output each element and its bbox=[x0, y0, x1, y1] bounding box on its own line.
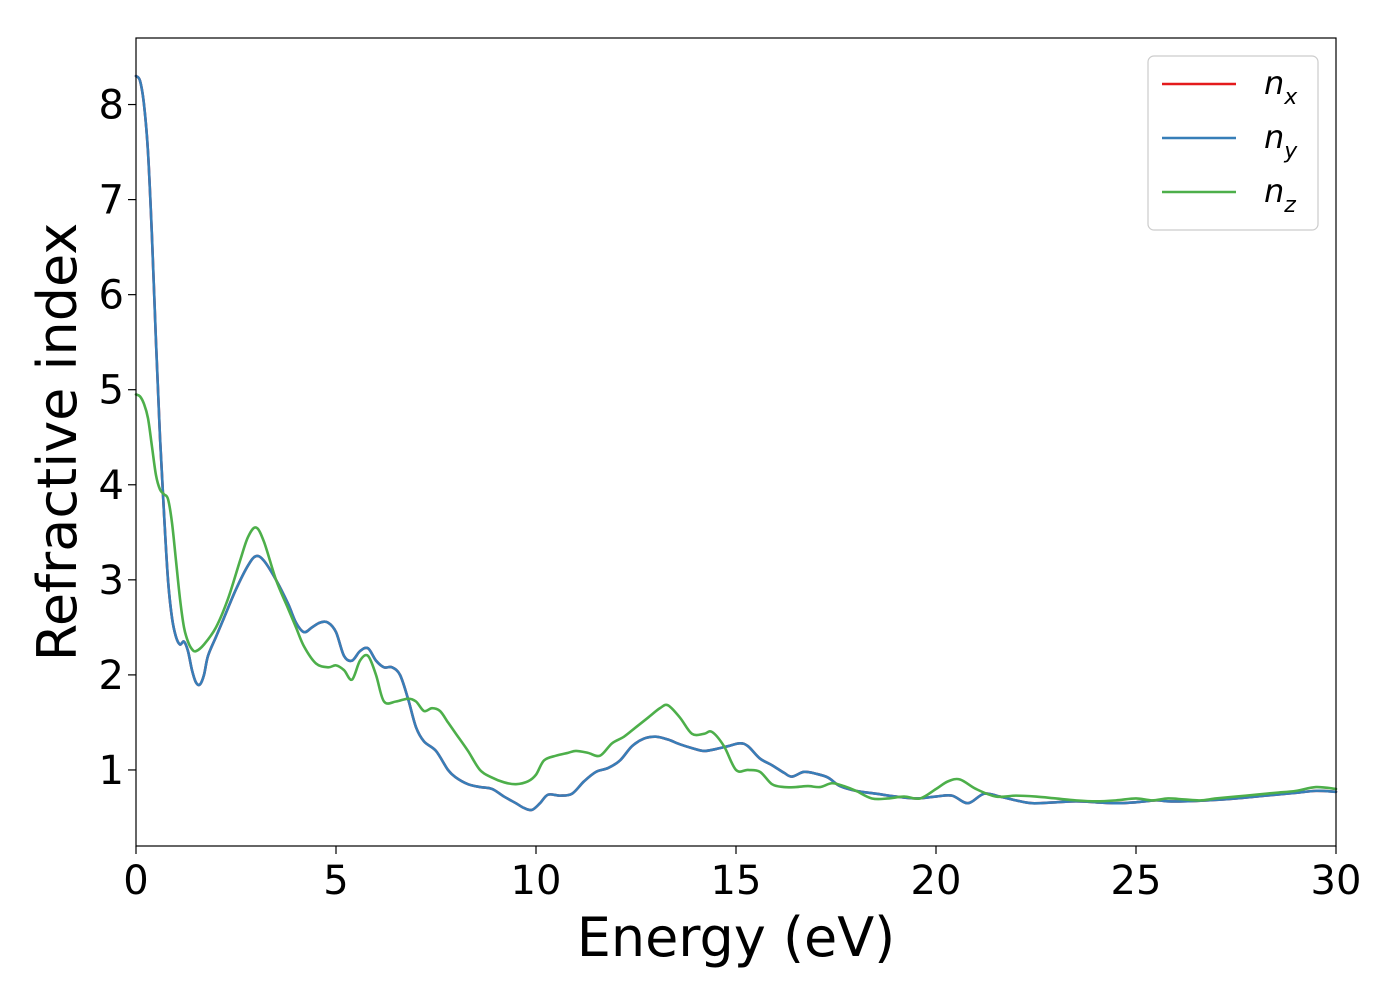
legend-label-y: ny bbox=[1264, 118, 1298, 164]
y-tick-label: 1 bbox=[99, 748, 124, 794]
legend-label-base: n bbox=[1264, 118, 1284, 156]
legend-box bbox=[1147, 55, 1319, 231]
legend-label-subscript: y bbox=[1283, 139, 1298, 164]
legend-label-subscript: z bbox=[1283, 193, 1296, 218]
x-tick-label: 25 bbox=[1111, 858, 1162, 904]
y-tick-label: 2 bbox=[99, 653, 124, 699]
x-tick-label: 30 bbox=[1311, 858, 1362, 904]
x-tick-label: 20 bbox=[911, 858, 962, 904]
legend-label-base: n bbox=[1264, 64, 1284, 102]
x-axis-ticks: 0 5 10 15 20 25 30 bbox=[123, 846, 1361, 904]
y-tick-label: 7 bbox=[99, 178, 124, 224]
y-tick-label: 5 bbox=[99, 368, 124, 414]
series-line-z bbox=[134, 393, 1338, 803]
y-tick-label: 4 bbox=[99, 463, 124, 509]
legend-label-x: nx bbox=[1264, 64, 1298, 110]
y-tick-label: 8 bbox=[99, 83, 124, 129]
legend-label-base: n bbox=[1264, 172, 1284, 210]
y-tick-label: 3 bbox=[99, 558, 124, 604]
legend-label-subscript: x bbox=[1283, 85, 1298, 110]
x-tick-label: 15 bbox=[711, 858, 762, 904]
legend-label-z: nz bbox=[1264, 172, 1296, 218]
series-layer bbox=[134, 74, 1338, 812]
x-tick-label: 5 bbox=[323, 858, 348, 904]
y-axis-label: Refractive index bbox=[26, 223, 89, 662]
x-tick-label: 10 bbox=[511, 858, 562, 904]
x-tick-label: 0 bbox=[123, 858, 148, 904]
y-axis-ticks: 1 2 3 4 5 6 7 8 bbox=[99, 83, 136, 794]
y-tick-label: 6 bbox=[99, 273, 124, 319]
x-axis-label: Energy (eV) bbox=[577, 906, 896, 969]
